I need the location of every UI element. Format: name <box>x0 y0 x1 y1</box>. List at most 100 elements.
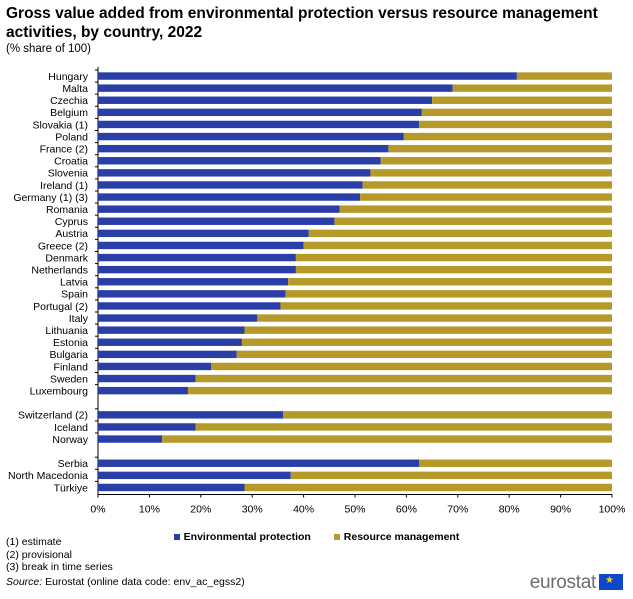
bar-resource-management <box>432 96 612 104</box>
bar-resource-management <box>388 144 612 153</box>
bar-environmental-protection <box>98 108 422 117</box>
x-tick-label: 100% <box>599 504 626 516</box>
bar-environmental-protection <box>98 278 289 286</box>
source-text: Eurostat (online data code: env_ac_egss2… <box>42 576 245 588</box>
x-tick-label: 40% <box>293 504 314 516</box>
bar-resource-management <box>419 120 612 129</box>
x-tick-label: 90% <box>550 504 571 516</box>
category-label: Croatia <box>54 156 88 168</box>
category-label: Portugal (2) <box>33 301 88 313</box>
footnote: (3) break in time series <box>6 561 113 573</box>
legend: Environmental protection Resource manage… <box>0 531 633 543</box>
bar-resource-management <box>283 411 612 419</box>
category-label: Hungary <box>48 71 88 83</box>
legend-swatch-resource-management <box>333 534 340 541</box>
x-tick-label: 70% <box>447 504 468 516</box>
bar-environmental-protection <box>98 169 371 177</box>
legend-label: Environmental protection <box>183 531 311 543</box>
category-label: Latvia <box>60 277 88 289</box>
bar-environmental-protection <box>98 229 309 238</box>
bar-resource-management <box>360 193 612 201</box>
category-label: Spain <box>61 289 88 301</box>
legend-item-resource-management: Resource management <box>333 531 459 543</box>
logo-text: eurostat <box>529 572 597 593</box>
bar-environmental-protection <box>98 290 286 298</box>
bar-resource-management <box>308 229 612 238</box>
bar-resource-management <box>280 302 612 310</box>
bar-environmental-protection <box>98 362 212 371</box>
category-label: Türkiye <box>54 482 89 494</box>
bar-environmental-protection <box>98 314 258 322</box>
bar-environmental-protection <box>98 326 245 334</box>
bar-resource-management <box>285 290 612 298</box>
category-label: Slovenia <box>48 168 88 180</box>
legend-swatch-environmental-protection <box>173 534 180 541</box>
category-label: Finland <box>54 361 89 373</box>
eu-flag-icon <box>599 574 623 590</box>
bar-environmental-protection <box>98 483 245 492</box>
chart-title: Gross value added from environmental pro… <box>6 5 598 41</box>
x-tick-label: 50% <box>344 504 365 516</box>
bar-environmental-protection <box>98 338 242 346</box>
category-label: Greece (2) <box>38 240 88 252</box>
bar-resource-management <box>211 362 612 371</box>
category-label: Switzerland (2) <box>18 410 88 422</box>
category-label: Estonia <box>53 337 88 349</box>
bar-environmental-protection <box>98 435 163 443</box>
bar-environmental-protection <box>98 205 340 213</box>
category-label: Romania <box>46 204 88 216</box>
bar-resource-management <box>295 253 612 262</box>
bar-environmental-protection <box>98 423 196 431</box>
bar-resource-management <box>334 217 612 225</box>
category-label: Cyprus <box>55 216 88 228</box>
category-label: Austria <box>55 228 88 240</box>
bar-environmental-protection <box>98 302 281 310</box>
x-tick-label: 60% <box>396 504 417 516</box>
bar-environmental-protection <box>98 411 284 419</box>
bar-environmental-protection <box>98 96 433 104</box>
bar-environmental-protection <box>98 253 296 262</box>
bar-resource-management <box>162 435 612 443</box>
bar-resource-management <box>290 471 612 480</box>
category-label: France (2) <box>40 143 88 155</box>
bar-resource-management <box>244 483 613 492</box>
bar-environmental-protection <box>98 350 237 359</box>
bar-resource-management <box>244 326 613 334</box>
eurostat-logo: eurostat <box>530 572 623 594</box>
bar-resource-management <box>195 374 612 383</box>
category-label: Bulgaria <box>49 349 88 361</box>
category-label: Italy <box>69 313 89 325</box>
bar-resource-management <box>187 386 612 395</box>
x-tick-label: 80% <box>499 504 520 516</box>
bar-resource-management <box>370 169 612 177</box>
bar-environmental-protection <box>98 181 363 189</box>
category-label: Norway <box>52 434 88 446</box>
x-tick-label: 0% <box>90 504 105 516</box>
category-label: Netherlands <box>31 264 88 276</box>
bar-resource-management <box>452 84 612 92</box>
bar-resource-management <box>303 241 612 250</box>
category-label: Lithuania <box>45 325 88 337</box>
bar-environmental-protection <box>98 386 188 395</box>
bar-resource-management <box>339 205 612 213</box>
bar-environmental-protection <box>98 241 304 250</box>
category-label: Luxembourg <box>30 385 89 397</box>
bar-environmental-protection <box>98 459 420 467</box>
bar-environmental-protection <box>98 193 361 201</box>
footnotes: (1) estimate (2) provisional (3) break i… <box>6 536 113 574</box>
category-label: Belgium <box>50 107 88 119</box>
x-tick-label: 30% <box>242 504 263 516</box>
bar-environmental-protection <box>98 120 420 129</box>
bar-resource-management <box>516 72 612 80</box>
bar-resource-management <box>236 350 612 359</box>
x-tick-label: 10% <box>139 504 160 516</box>
footnote: (1) estimate <box>6 536 62 548</box>
bar-resource-management <box>380 157 612 165</box>
bar-environmental-protection <box>98 132 404 141</box>
bar-environmental-protection <box>98 217 335 225</box>
bar-resource-management <box>362 181 612 189</box>
legend-item-environmental-protection: Environmental protection <box>173 531 311 543</box>
bar-environmental-protection <box>98 72 517 80</box>
category-label: Iceland <box>54 422 88 434</box>
category-label: Poland <box>55 131 88 143</box>
